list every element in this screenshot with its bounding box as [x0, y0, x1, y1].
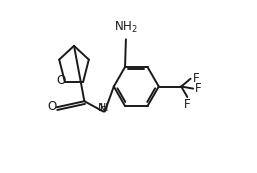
Text: F: F: [184, 98, 191, 111]
Text: O: O: [56, 74, 65, 87]
Text: F: F: [192, 72, 199, 85]
Text: O: O: [47, 100, 56, 113]
Text: N: N: [98, 103, 106, 113]
Text: H: H: [100, 103, 108, 113]
Text: NH$_2$: NH$_2$: [114, 20, 138, 35]
Text: F: F: [195, 82, 202, 95]
